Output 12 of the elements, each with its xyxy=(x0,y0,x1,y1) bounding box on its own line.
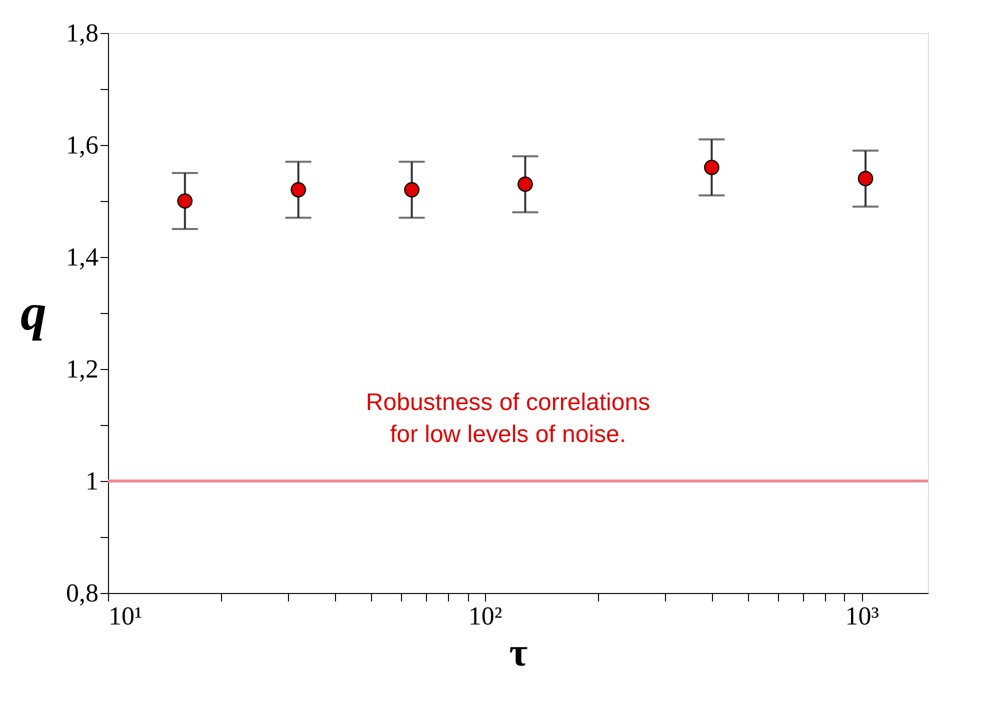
annotation: Robustness of correlations for low levels of noise. xyxy=(366,389,650,448)
y-tick-label: 0,8 xyxy=(66,578,98,608)
y-tick-label: 1,6 xyxy=(66,130,98,160)
x-tick-label: 10¹ xyxy=(108,602,142,630)
y-axis-title: q xyxy=(20,284,46,342)
y-tick-label: 1,4 xyxy=(66,242,98,272)
y-tick-label: 1 xyxy=(86,466,98,496)
x-tick-label: 10² xyxy=(468,602,502,630)
x-axis-title: τ xyxy=(509,630,528,674)
x-tick-label: 10³ xyxy=(845,602,880,630)
y-tick-label: 1,2 xyxy=(66,354,98,384)
y-tick-label: 1,8 xyxy=(66,18,98,48)
